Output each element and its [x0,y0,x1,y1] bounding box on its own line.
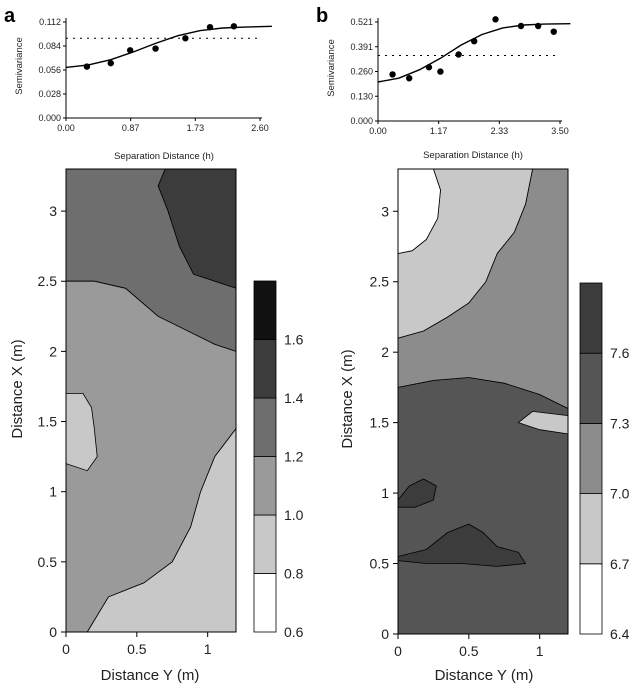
variogram-b-data-point [517,22,525,30]
variogram-a-y-tick-label: 0.112 [39,17,61,27]
variogram-b-y-tick-label: 0.391 [350,42,373,52]
map-b-y-tick-label: 1.5 [370,415,390,431]
map-b-y-tick-label: 2 [381,344,389,360]
map-b-colorbar-label: 7.6 [610,345,630,361]
map-b-frame [397,168,569,635]
variogram-a-x-tick-label: 0.87 [122,123,140,133]
map-a-colorbar-swatch [253,397,277,457]
map-a-y-tick-label: 1 [49,484,57,500]
contour-map-a: 0 0.5 1 0 0.5 1 1.5 2 2.5 3 0.6 0.8 1.0 1.2 1.4 1.6 Dis… [9,168,304,684]
map-a-y-tick-label: 2.5 [38,273,58,289]
variogram-b-y-tick-label: 0.130 [350,91,373,101]
map-b-y-tick-label: 0.5 [370,556,390,572]
panel-label-b: b [316,5,328,27]
map-b-colorbar-swatch [579,563,603,635]
map-b-ylabel: Distance X (m) [339,349,356,448]
variogram-a-y-tick-label: 0.028 [38,89,61,99]
map-a-colorbar-label: 1.0 [284,507,304,523]
map-a-x-tick-label: 1 [204,641,212,657]
map-b-colorbar-swatch [579,422,603,494]
map-b-contour-region [397,523,527,567]
map-b-y-tick-label: 3 [381,203,389,219]
map-a-colorbar-swatch [253,280,277,340]
map-b-colorbar-label: 7.3 [610,415,630,431]
map-b-colorbar-label: 6.4 [610,626,630,642]
contour-map-b: 0 0.5 1 0 0.5 1 1.5 2 2.5 3 6.4 6.7 7.0 7.3 7.6 Distan… [339,168,630,684]
map-b-y-tick-label: 1 [381,485,389,501]
map-b-colorbar-label: 7.0 [610,486,630,502]
map-a-xlabel: Distance Y (m) [101,667,200,684]
map-b-xlabel: Distance Y (m) [435,667,534,684]
variogram-a-y-tick-label: 0.084 [38,41,61,51]
variogram-b-data-point [550,28,557,35]
map-a-colorbar-swatch [253,456,277,516]
map-b-x-tick-label: 0.5 [459,643,479,659]
variogram-b-y-tick-label: 0.260 [350,67,373,77]
variogram-a-x-tick-label: 0.00 [57,123,75,133]
map-b-x-tick-label: 1 [536,643,544,659]
variogram-a-data-point [126,47,134,54]
variogram-b-y-tick-label: 0.000 [350,116,373,126]
variogram-b-x-tick-label: 2.33 [491,126,509,136]
map-a-colorbar-swatch [253,514,277,574]
map-a-colorbar-label: 1.2 [284,449,304,465]
variogram-b: b 0.00 1.17 2.33 3.50 0.000 0.130 0.260 0.391 0.… [316,5,571,161]
map-b-x-tick-label: 0 [394,643,402,659]
map-b-colorbar-swatch [579,493,603,565]
variogram-a-xlabel: Separation Distance (h) [114,151,214,162]
map-a-y-tick-label: 0 [49,624,57,640]
variogram-b-data-point [437,68,444,75]
map-a-colorbar-label: 0.8 [284,566,304,582]
variogram-b-data-point [389,71,396,78]
map-a-colorbar-label: 0.6 [284,624,304,640]
variogram-a-model-curve [65,25,272,69]
variogram-b-x-tick-label: 3.50 [551,126,569,136]
variogram-a-data-point [152,45,159,52]
map-a-contour-region [65,393,98,472]
map-a-y-tick-label: 0.5 [38,554,58,570]
variogram-b-xlabel: Separation Distance (h) [423,150,523,161]
variogram-b-data-point [425,64,433,71]
map-b-colorbar-label: 6.7 [610,556,630,572]
map-b-y-tick-label: 2.5 [370,274,390,290]
map-a-colorbar-label: 1.6 [284,332,304,348]
variogram-a-y-tick-label: 0.056 [38,65,61,75]
variogram-b-data-point [534,22,542,30]
variogram-b-ylabel: Semivariance [326,39,337,97]
variogram-b-x-tick-label: 1.17 [430,126,448,136]
variogram-b-x-tick-label: 0.00 [369,126,387,136]
map-a-y-tick-label: 2 [49,343,57,359]
variogram-a-data-point [83,63,91,70]
panel-label-a: a [4,5,16,27]
variogram-a-x-tick-label: 1.73 [187,123,205,133]
map-a-frame [65,168,237,633]
variogram-b-data-point [492,16,499,23]
map-a-colorbar-label: 1.4 [284,390,304,406]
map-a-colorbar-swatch [253,339,277,399]
variogram-a-x-tick-label: 2.60 [251,123,269,133]
variogram-a-data-point [230,23,238,30]
variogram-a: a 0.00 0.87 1.73 2.60 0.000 0.028 0.056 0.084 0.… [4,5,272,162]
map-b-y-tick-label: 0 [381,626,389,642]
variogram-a-ylabel: Semivariance [14,37,25,95]
map-a-y-tick-label: 1.5 [38,414,58,430]
map-a-x-tick-label: 0 [62,641,70,657]
variogram-b-data-point [455,51,462,58]
variogram-b-data-point [406,75,413,82]
variogram-a-data-point [206,23,214,31]
variogram-b-y-tick-label: 0.521 [350,17,373,27]
variogram-b-model-curve [377,23,571,83]
variogram-a-y-tick-label: 0.000 [38,113,61,123]
variogram-b-data-point [471,37,478,45]
map-b-colorbar-swatch [579,352,603,424]
variogram-a-data-point [182,35,189,42]
map-b-colorbar-swatch [579,282,603,354]
map-a-y-tick-label: 3 [49,203,57,219]
map-b-contour-region [397,478,437,508]
map-a-ylabel: Distance X (m) [9,339,26,438]
map-a-x-tick-label: 0.5 [127,641,147,657]
variogram-a-data-point [107,59,114,67]
map-a-colorbar-swatch [253,573,277,633]
